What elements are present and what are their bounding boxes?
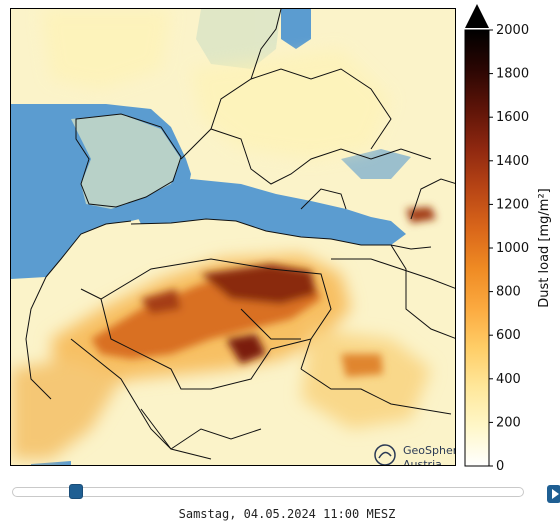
- colorbar-tick-label: 1000: [496, 241, 529, 256]
- colorbar-ticks: 0 200 400 600 800 1000 1200 1400 1600 1800 2000: [489, 23, 529, 474]
- colorbar-tick-label: 1600: [496, 110, 529, 125]
- sea-bottom: [31, 461, 71, 465]
- dust-plume-light: [41, 9, 391, 159]
- geosphere-logo-icon: [374, 444, 396, 465]
- play-icon[interactable]: [547, 485, 560, 503]
- border-lines: [25, 9, 455, 460]
- map-canvas: [11, 9, 455, 465]
- baltic-sea: [281, 9, 311, 49]
- dust-plume-dark: [91, 207, 436, 377]
- colorbar-tick-label: 1800: [496, 67, 529, 82]
- timestamp-label: Samstag, 04.05.2024 11:00 MESZ: [178, 507, 396, 521]
- colorbar-tick-label: 400: [496, 372, 521, 387]
- colorbar-label: Dust load [mg/m²]: [537, 188, 552, 307]
- time-slider-thumb[interactable]: [69, 484, 83, 499]
- colorbar-tick-label: 1400: [496, 154, 529, 169]
- black-sea: [341, 149, 411, 179]
- colorbar-tick-label: 1200: [496, 197, 529, 212]
- colorbar-tick-label: 800: [496, 285, 521, 300]
- colorbar-tick-label: 2000: [496, 23, 529, 38]
- logo-sub: Austria: [403, 458, 442, 466]
- colorbar: 0 200 400 600 800 1000 1200 1400 1600 1800 2000 Du…: [464, 4, 552, 474]
- colorbar-tick-label: 200: [496, 415, 521, 430]
- colorbar-scale: [464, 29, 490, 467]
- mediterranean-sea: [131, 179, 406, 245]
- geosphere-logo: GeoSphere Austria: [373, 442, 455, 466]
- colorbar-extend-arrow: [465, 4, 489, 28]
- dust-map: GeoSphere Austria: [10, 8, 456, 466]
- colorbar-tick-label: 0: [496, 459, 504, 474]
- time-slider-track[interactable]: [12, 487, 524, 497]
- logo-name: GeoSphere: [403, 444, 455, 457]
- colorbar-tick-label: 600: [496, 328, 521, 343]
- iberia-france-land: [71, 114, 181, 209]
